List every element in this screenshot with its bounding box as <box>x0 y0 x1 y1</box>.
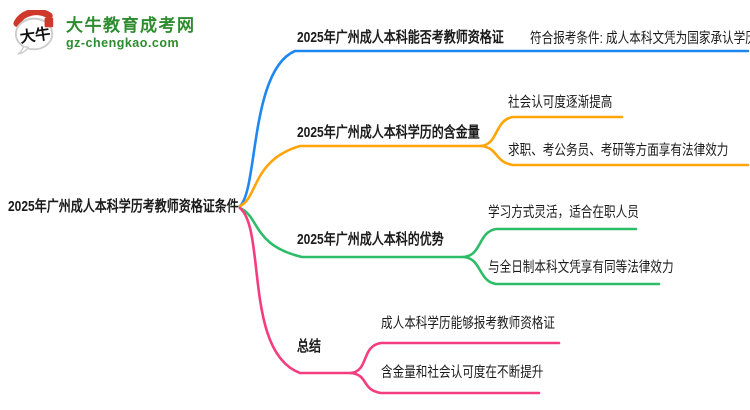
child-node-3-1: 学习方式灵活，适合在职人员 <box>488 205 639 221</box>
logo-bubble-icon: 大牛 <box>13 10 54 55</box>
child-node-4-1: 成人本科学历能够报考教师资格证 <box>381 316 555 332</box>
logo-seal-icon <box>44 17 54 28</box>
child-node-3-2: 与全日制本科文凭享有同等法律效力 <box>488 260 674 276</box>
child-node-2-1: 社会认可度逐渐提高 <box>508 95 613 111</box>
root-topic: 2025年广州成人本科学历考教师资格证条件 <box>8 198 239 215</box>
logo-red-swoosh <box>13 10 53 27</box>
logo-title: 大牛教育成考网 <box>66 16 196 36</box>
branch-node-4: 总结 <box>297 338 322 355</box>
branch-node-2: 2025年广州成人本科学历的含金量 <box>297 124 480 141</box>
branch4-line <box>238 206 353 375</box>
branch-node-1: 2025年广州成人本科能否考教师资格证 <box>297 29 504 46</box>
branch2-child2-line <box>479 144 750 167</box>
logo-bubble-text: 大牛 <box>19 24 52 46</box>
branch3-child1-line <box>462 227 638 259</box>
child-node-1-1: 符合报考条件: 成人本科文凭为国家承认学历 <box>530 31 750 47</box>
logo-bubble-tail <box>17 45 30 55</box>
branch3-line <box>238 206 466 259</box>
site-logo: 大牛 大牛教育成考网 gz-chengkao.com <box>12 10 196 56</box>
branch-node-3: 2025年广州成人本科的优势 <box>297 231 444 248</box>
branch2-line <box>238 144 483 208</box>
branch4-child2-line <box>349 371 541 395</box>
branch4-child1-line <box>349 341 561 375</box>
logo-domain: gz-chengkao.com <box>66 35 180 50</box>
child-node-2-2: 求职、考公务员、考研等方面享有法律效力 <box>508 143 729 159</box>
child-node-4-2: 含金量和社会认可度在不断提升 <box>381 365 544 381</box>
branch3-child2-line <box>462 255 661 286</box>
logo-speech-bubble <box>14 17 54 51</box>
branch2-child1-line <box>479 115 624 148</box>
branch1-line <box>238 49 750 208</box>
